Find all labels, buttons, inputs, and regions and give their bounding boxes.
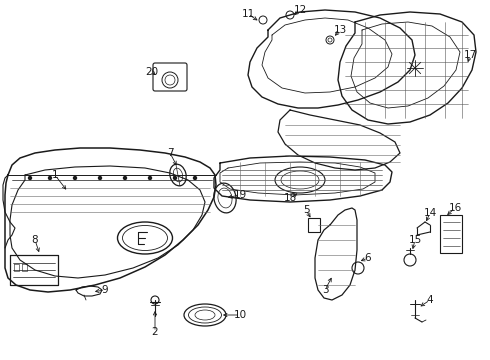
Text: 20: 20: [146, 67, 159, 77]
Circle shape: [194, 176, 196, 180]
Text: 17: 17: [464, 50, 477, 60]
Text: 14: 14: [423, 208, 437, 218]
Circle shape: [148, 176, 151, 180]
Text: 13: 13: [333, 25, 346, 35]
Text: 10: 10: [233, 310, 246, 320]
Text: 2: 2: [152, 327, 158, 337]
Text: 15: 15: [408, 235, 421, 245]
Text: 5: 5: [303, 205, 309, 215]
Circle shape: [28, 176, 31, 180]
Text: 18: 18: [283, 193, 296, 203]
Text: 4: 4: [427, 295, 433, 305]
Text: 19: 19: [233, 190, 246, 200]
Text: 9: 9: [102, 285, 108, 295]
Text: 11: 11: [242, 9, 255, 19]
Text: 6: 6: [365, 253, 371, 263]
Circle shape: [123, 176, 126, 180]
Text: 1: 1: [51, 170, 58, 180]
Text: 8: 8: [32, 235, 38, 245]
Text: 12: 12: [294, 5, 307, 15]
Circle shape: [74, 176, 76, 180]
Circle shape: [49, 176, 51, 180]
Circle shape: [173, 176, 176, 180]
Text: 16: 16: [448, 203, 462, 213]
Text: 3: 3: [322, 285, 328, 295]
Circle shape: [98, 176, 101, 180]
Text: 7: 7: [167, 148, 173, 158]
